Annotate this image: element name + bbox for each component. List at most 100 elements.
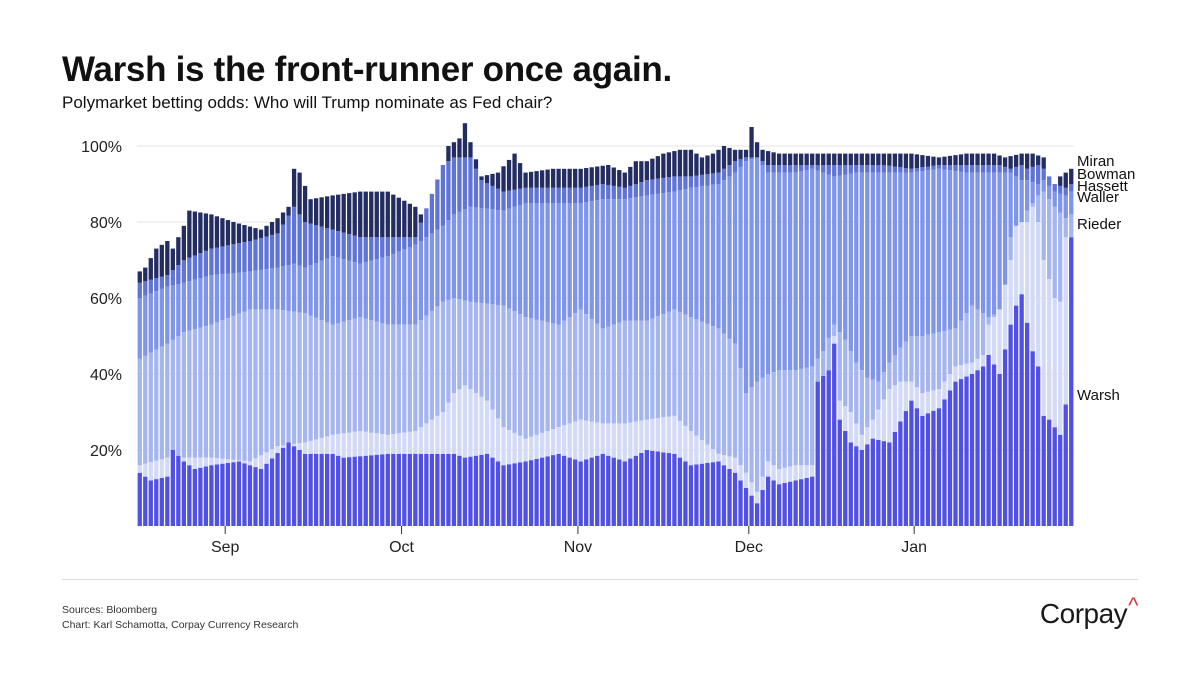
bar-segment-bowman	[231, 244, 236, 274]
bar-segment-warsh	[275, 453, 280, 526]
bar-segment-warsh	[688, 465, 694, 526]
bar-segment-bowman	[815, 165, 820, 171]
bar-segment-miran	[859, 153, 864, 165]
bar-segment-bowman	[413, 237, 418, 245]
bar-segment-warsh	[517, 462, 523, 526]
bar-segment-rieder	[743, 472, 749, 488]
bar-segment-warsh	[848, 442, 853, 526]
bar-segment-hassett	[832, 176, 837, 325]
bar-segment-bowman	[341, 232, 346, 260]
bar-segment-hassett	[903, 172, 909, 342]
bar-segment-waller	[523, 317, 528, 439]
bar-segment-warsh	[892, 431, 898, 526]
bar-segment-hassett	[137, 298, 142, 359]
bar-segment-hassett	[468, 206, 473, 302]
bar-segment-waller	[787, 370, 793, 467]
bar-segment-hassett	[754, 157, 760, 382]
bar-segment-warsh	[1052, 427, 1057, 526]
bar-segment-waller	[628, 320, 633, 423]
bar-segment-warsh	[854, 446, 859, 526]
bar-segment-warsh	[980, 366, 986, 526]
bar-segment-warsh	[220, 463, 225, 526]
bar-segment-miran	[661, 153, 666, 178]
bar-segment-hassett	[545, 203, 550, 323]
bar-segment-warsh	[567, 457, 572, 526]
bar-segment-warsh	[920, 415, 925, 526]
bar-segment-warsh	[931, 410, 936, 526]
bar-segment-rieder	[721, 455, 727, 466]
x-tick-label: Oct	[389, 539, 414, 556]
bar-segment-bowman	[683, 176, 688, 190]
bar-segment-miran	[947, 155, 953, 165]
bar-segment-hassett	[1063, 195, 1068, 219]
bar-segment-bowman	[887, 165, 892, 173]
bar-segment-waller	[451, 298, 457, 393]
bar-segment-hassett	[391, 253, 396, 325]
bar-segment-hassett	[402, 249, 407, 325]
bar-segment-miran	[787, 153, 793, 165]
bar-segment-hassett	[264, 269, 269, 310]
bar-segment-bowman	[501, 191, 506, 211]
bar-segment-warsh	[391, 453, 396, 526]
bar-segment-waller	[903, 341, 909, 382]
bar-segment-bowman	[699, 174, 705, 187]
bar-segment-waller	[550, 323, 556, 430]
bar-segment-miran	[1036, 155, 1041, 165]
bar-segment-bowman	[165, 275, 170, 287]
bar-segment-warsh	[821, 375, 826, 526]
bar-segment-waller	[920, 336, 925, 393]
bar-segment-rieder	[528, 436, 534, 461]
bar-segment-rieder	[980, 355, 986, 367]
bar-segment-rieder	[302, 442, 308, 454]
bar-segment-miran	[936, 157, 942, 165]
bar-segment-miran	[980, 153, 986, 165]
bar-segment-warsh	[859, 450, 864, 526]
bar-segment-warsh	[297, 450, 302, 526]
bar-segment-miran	[920, 155, 925, 168]
bar-segment-warsh	[716, 461, 721, 526]
bar-segment-rieder	[479, 396, 484, 455]
bar-segment-warsh	[997, 374, 1002, 526]
bar-segment-bowman	[209, 248, 214, 276]
bar-segment-waller	[771, 372, 776, 466]
bar-segment-warsh	[501, 465, 506, 526]
bar-segment-warsh	[330, 453, 335, 526]
bar-segment-warsh	[694, 464, 699, 526]
bar-segment-waller	[462, 300, 468, 386]
bar-segment-bowman	[710, 173, 716, 185]
bar-segment-miran	[903, 153, 909, 169]
bar-segment-warsh	[793, 480, 798, 526]
bar-segment-rieder	[1002, 284, 1008, 350]
bar-segment-warsh	[573, 459, 578, 526]
bar-segment-warsh	[1013, 305, 1019, 526]
bar-segment-miran	[765, 151, 771, 165]
bar-segment-miran	[198, 212, 203, 254]
bar-segment-miran	[942, 156, 947, 165]
bar-segment-miran	[760, 149, 765, 162]
bar-segment-hassett	[997, 172, 1002, 310]
bar-segment-hassett	[1019, 180, 1024, 222]
bar-segment-warsh	[165, 476, 170, 526]
bar-segment-waller	[369, 320, 374, 433]
bar-segment-miran	[341, 193, 346, 233]
bar-segment-miran	[854, 153, 859, 165]
bar-segment-waller	[347, 320, 352, 433]
bar-segment-waller	[859, 370, 864, 435]
bar-segment-warsh	[1019, 294, 1024, 526]
bar-segment-bowman	[148, 279, 153, 294]
bar-segment-hassett	[1008, 172, 1013, 238]
bar-segment-waller	[677, 311, 683, 421]
bar-segment-hassett	[165, 286, 170, 344]
bar-segment-miran	[743, 149, 749, 158]
bar-segment-bowman	[964, 165, 969, 173]
bar-segment-bowman	[1047, 176, 1052, 186]
bar-segment-bowman	[799, 165, 804, 172]
bar-segment-miran	[804, 153, 809, 165]
bar-segment-warsh	[446, 453, 451, 526]
logo-text: Corpay	[1039, 598, 1128, 629]
bar-segment-bowman	[705, 174, 710, 186]
bar-segment-bowman	[688, 176, 694, 188]
bar-segment-hassett	[539, 203, 545, 321]
bar-segment-miran	[159, 244, 164, 277]
bar-segment-warsh	[225, 462, 231, 526]
